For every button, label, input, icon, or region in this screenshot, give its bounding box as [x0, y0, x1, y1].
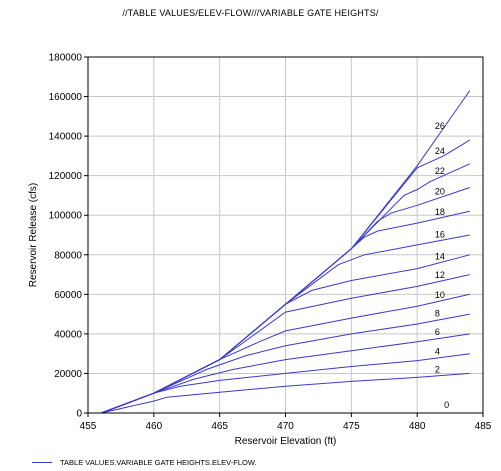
- curve-label-0: 0: [444, 400, 449, 410]
- curve-label-6: 6: [435, 327, 440, 337]
- curve-label-18: 18: [435, 207, 445, 217]
- y-tick-label: 100000: [49, 211, 83, 222]
- y-tick-label: 160000: [49, 92, 83, 103]
- curve-label-8: 8: [435, 309, 440, 319]
- curve-label-4: 4: [435, 346, 440, 356]
- curve-label-24: 24: [435, 146, 445, 156]
- x-tick-label: 460: [145, 421, 162, 432]
- legend-label: TABLE VALUES.VARIABLE GATE HEIGHTS.ELEV-…: [60, 457, 257, 467]
- legend: TABLE VALUES.VARIABLE GATE HEIGHTS.ELEV-…: [32, 456, 257, 468]
- ticks-layer: 455 460 465 470 475 480 4850200004000060000800…: [49, 53, 492, 433]
- curve-label-14: 14: [435, 251, 445, 261]
- curve-label-16: 16: [435, 229, 445, 239]
- series-line-2: [101, 372, 470, 414]
- y-tick-label: 60000: [54, 290, 82, 301]
- y-tick-label: 0: [76, 409, 82, 420]
- series-line-6: [101, 333, 470, 414]
- y-tick-label: 120000: [49, 171, 83, 182]
- x-tick-label: 480: [409, 421, 426, 432]
- y-axis-title: Reservoir Release (cfs): [28, 183, 39, 287]
- x-tick-label: 485: [475, 421, 492, 432]
- y-tick-label: 80000: [54, 250, 82, 261]
- chart-title: //TABLE VALUES/ELEV-FLOW///VARIABLE GATE…: [122, 8, 379, 18]
- grid-layer: [88, 57, 483, 413]
- x-tick-label: 465: [211, 421, 228, 432]
- legend-swatch: [32, 461, 52, 463]
- curve-label-10: 10: [435, 290, 445, 300]
- curve-label-2: 2: [435, 365, 440, 375]
- x-axis-title: Reservoir Elevation (ft): [235, 436, 337, 447]
- x-tick-label: 455: [80, 421, 97, 432]
- curve-label-22: 22: [435, 166, 445, 176]
- y-tick-label: 20000: [54, 369, 82, 380]
- curve-label-12: 12: [435, 270, 445, 280]
- x-tick-label: 470: [277, 421, 294, 432]
- curve-label-20: 20: [435, 186, 445, 196]
- y-tick-label: 140000: [49, 132, 83, 143]
- curve-label-26: 26: [435, 121, 445, 131]
- x-tick-label: 475: [343, 421, 360, 432]
- series-line-26: [101, 90, 471, 414]
- y-tick-label: 40000: [54, 329, 82, 340]
- y-tick-label: 180000: [49, 53, 83, 64]
